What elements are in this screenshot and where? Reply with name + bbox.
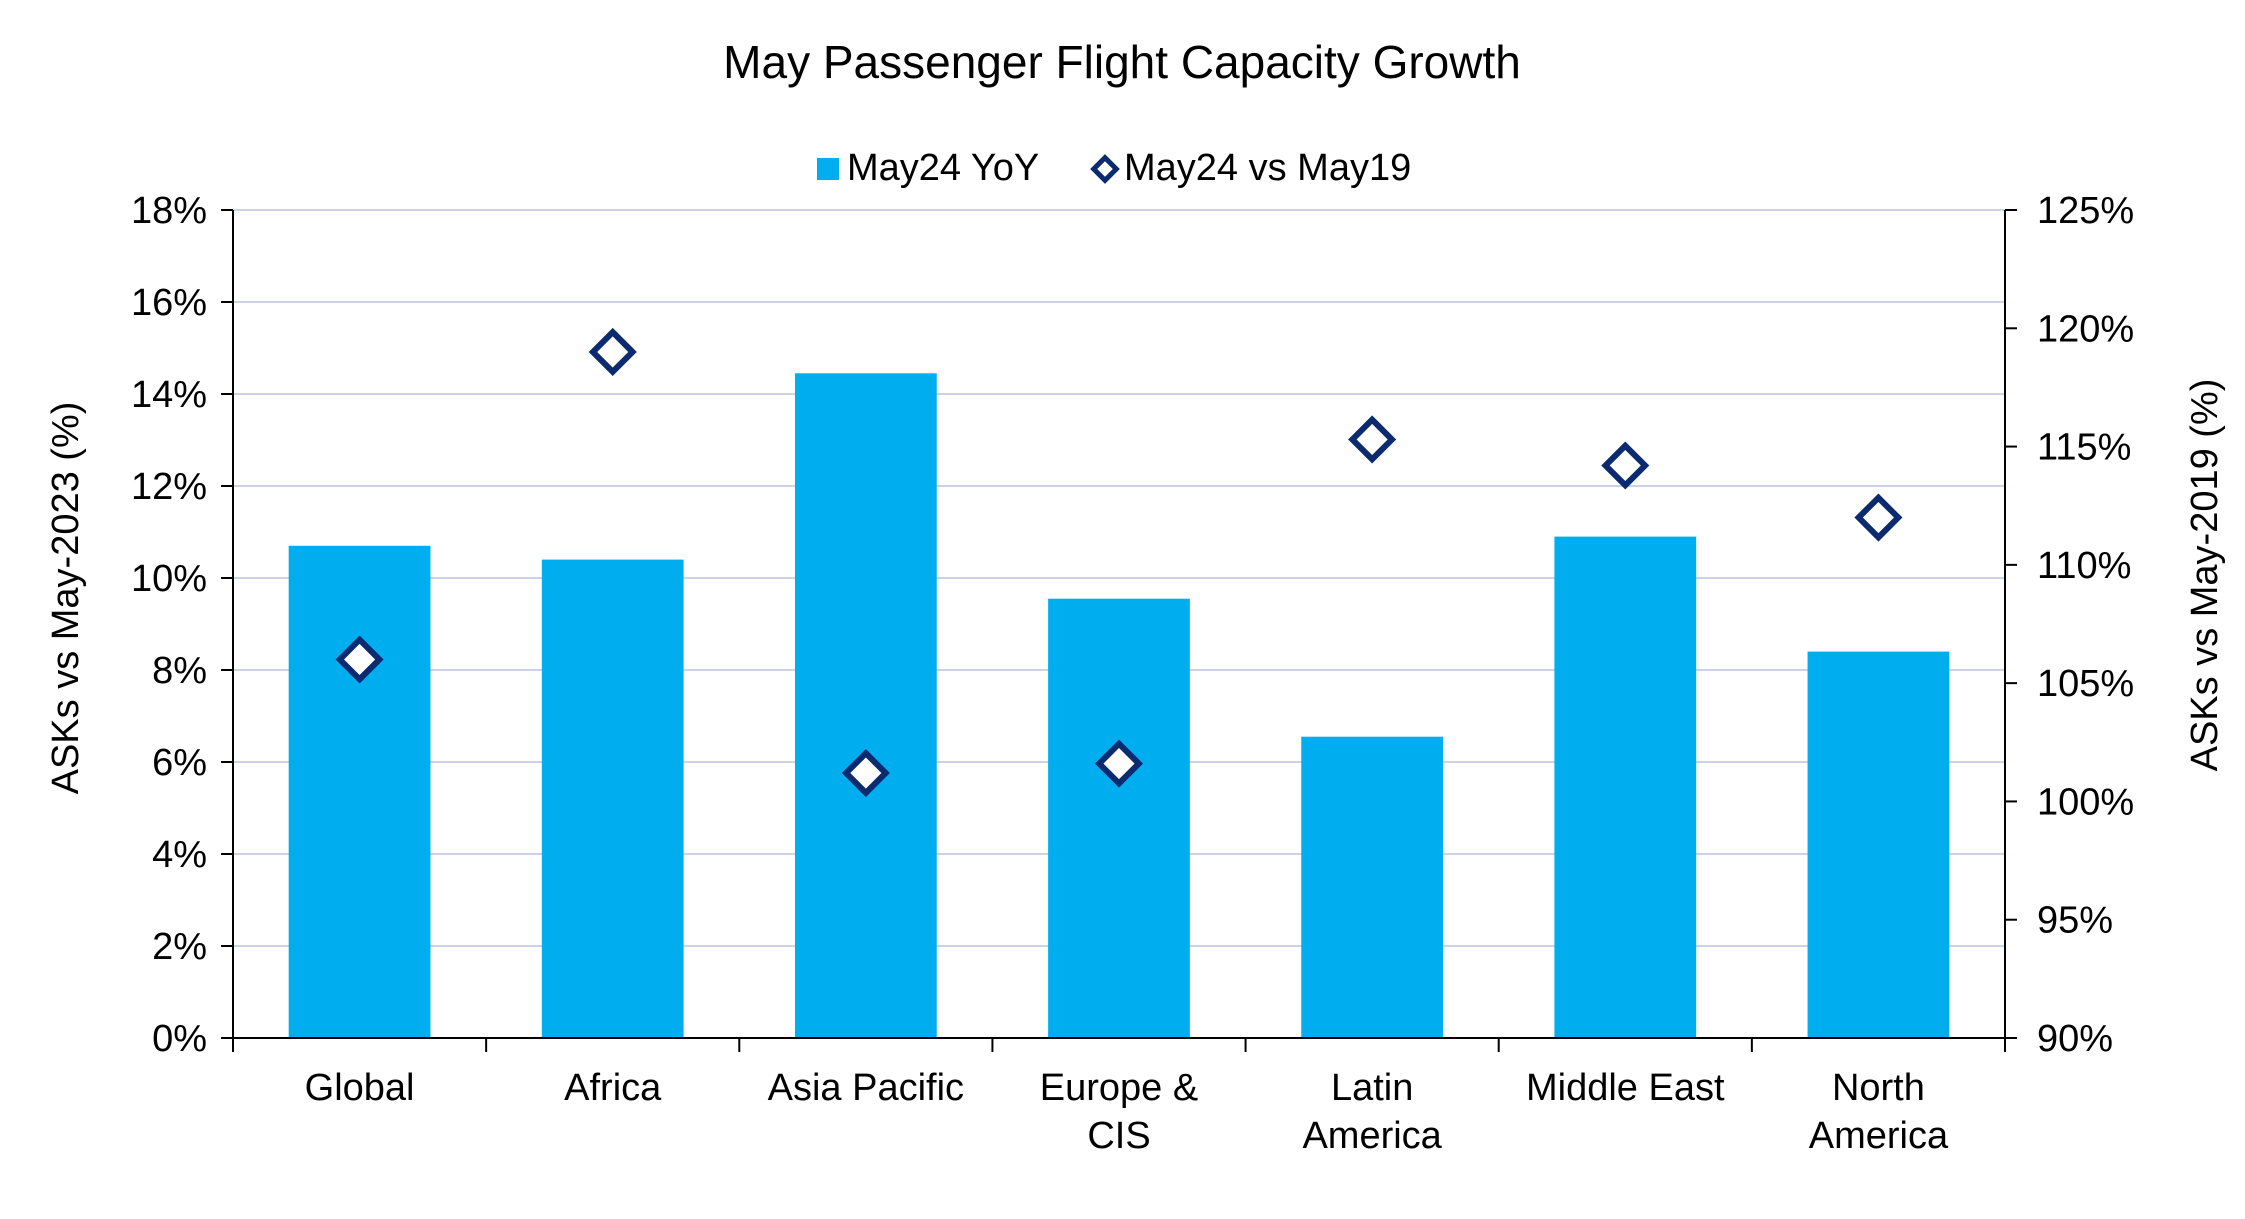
x-label-3-line-1: CIS	[1087, 1115, 1150, 1157]
bar-1	[541, 559, 684, 1038]
x-label-1: Africa	[564, 1067, 662, 1109]
marker-6	[1854, 493, 1903, 542]
x-label-0: Global	[305, 1067, 415, 1109]
marker-1	[588, 327, 637, 376]
right-tick-label-3: 105%	[2037, 663, 2134, 705]
right-tick-label-1: 95%	[2037, 900, 2113, 942]
markers	[335, 327, 1903, 798]
left-tick-label-1: 2%	[152, 926, 207, 968]
left-tick-label-9: 18%	[131, 190, 207, 232]
marker-4	[1348, 415, 1397, 464]
x-label-4-line-0: Latin	[1331, 1067, 1413, 1109]
gridlines	[233, 209, 2005, 947]
x-label-5: Middle East	[1526, 1067, 1725, 1109]
bar-4	[1301, 736, 1444, 1038]
right-tick-label-7: 125%	[2037, 190, 2134, 232]
legend: May24 YoY May24 vs May19	[817, 147, 1411, 189]
legend-swatch-marker	[1090, 154, 1120, 184]
legend-label-marker: May24 vs May19	[1124, 147, 1411, 189]
marker-0	[335, 635, 384, 684]
marker-2	[841, 748, 890, 798]
left-tick-label-4: 8%	[152, 650, 207, 692]
left-axis-title: ASKs vs May-2023 (%)	[45, 402, 87, 795]
left-y-axis-ticks: 0% 2% 4% 6% 8% 10% 12% 14% 16% 18%	[131, 190, 233, 1060]
right-tick-label-0: 90%	[2037, 1018, 2113, 1060]
right-tick-label-2: 100%	[2037, 781, 2134, 823]
bar-2	[794, 373, 937, 1038]
axes	[221, 210, 2017, 1052]
left-tick-label-0: 0%	[152, 1018, 207, 1060]
right-y-axis-ticks: 90% 95% 100% 105% 110% 115% 120% 125%	[2005, 190, 2134, 1060]
x-label-2: Asia Pacific	[768, 1067, 964, 1109]
left-tick-label-7: 14%	[131, 374, 207, 416]
chart-title: May Passenger Flight Capacity Growth	[723, 36, 1521, 88]
bar-3	[1048, 598, 1190, 1038]
right-axis-title: ASKs vs May-2019 (%)	[2184, 379, 2226, 772]
marker-3	[1094, 739, 1144, 788]
right-tick-label-4: 110%	[2037, 545, 2131, 587]
left-tick-label-8: 16%	[131, 282, 207, 324]
left-tick-label-5: 10%	[131, 558, 207, 600]
right-tick-label-6: 120%	[2037, 308, 2134, 350]
marker-5	[1601, 441, 1650, 490]
bars	[288, 373, 1950, 1038]
x-label-6-line-1: America	[1809, 1115, 1949, 1157]
left-tick-label-2: 4%	[152, 834, 207, 876]
right-tick-label-5: 115%	[2037, 427, 2131, 469]
left-tick-label-3: 6%	[152, 742, 207, 784]
legend-swatch-bar	[817, 158, 839, 180]
left-tick-label-6: 12%	[131, 466, 207, 508]
x-label-4-line-1: America	[1302, 1115, 1442, 1157]
x-label-3-line-0: Europe &	[1040, 1067, 1198, 1109]
bar-5	[1554, 536, 1697, 1038]
legend-label-bar: May24 YoY	[847, 147, 1039, 189]
x-axis-labels: Global Africa Asia Pacific Europe & CIS Latin…	[305, 1067, 1949, 1157]
bar-0	[288, 545, 431, 1038]
bar-6	[1807, 651, 1950, 1038]
x-label-6-line-0: North	[1832, 1067, 1925, 1109]
